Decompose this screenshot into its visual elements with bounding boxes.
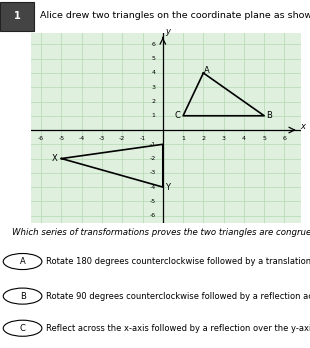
Text: 3: 3 [222, 136, 226, 141]
Text: -5: -5 [58, 136, 64, 141]
Text: 1: 1 [152, 113, 156, 118]
FancyBboxPatch shape [0, 2, 34, 31]
Text: -6: -6 [38, 136, 44, 141]
Text: Which series of transformations proves the two triangles are congruent?: Which series of transformations proves t… [12, 228, 310, 237]
Text: 2: 2 [202, 136, 205, 141]
Text: 4: 4 [242, 136, 246, 141]
Text: B: B [266, 111, 272, 120]
Text: A: A [204, 66, 209, 74]
Text: -1: -1 [140, 136, 146, 141]
Text: 1: 1 [181, 136, 185, 141]
Text: -4: -4 [149, 184, 156, 190]
Text: -4: -4 [78, 136, 85, 141]
Text: Y: Y [165, 183, 171, 191]
Text: -5: -5 [150, 199, 156, 204]
Text: 5: 5 [262, 136, 266, 141]
Text: -1: -1 [150, 142, 156, 147]
Text: 1: 1 [14, 11, 20, 21]
Text: -2: -2 [149, 156, 156, 161]
Text: Rotate 180 degrees counterclockwise followed by a translation 2 units down.: Rotate 180 degrees counterclockwise foll… [46, 257, 310, 266]
Text: C: C [20, 324, 25, 333]
Text: x: x [300, 122, 305, 131]
Text: 3: 3 [152, 85, 156, 90]
Text: -6: -6 [150, 213, 156, 218]
Text: -2: -2 [119, 136, 125, 141]
Text: A: A [20, 257, 25, 266]
Text: Alice drew two triangles on the coordinate plane as shown,: Alice drew two triangles on the coordina… [40, 11, 310, 21]
Text: 4: 4 [152, 71, 156, 76]
Text: Reflect across the x-axis followed by a reflection over the y-axis.: Reflect across the x-axis followed by a … [46, 324, 310, 333]
Text: y: y [165, 27, 170, 36]
Text: 5: 5 [152, 56, 156, 61]
Text: Rotate 90 degrees counterclockwise followed by a reflection across the x-axis.: Rotate 90 degrees counterclockwise follo… [46, 292, 310, 301]
Text: B: B [20, 292, 25, 301]
Text: -3: -3 [99, 136, 105, 141]
Text: X: X [51, 154, 57, 163]
Text: -3: -3 [149, 170, 156, 175]
Text: 6: 6 [282, 136, 286, 141]
Text: 6: 6 [152, 42, 156, 47]
Text: C: C [174, 111, 180, 120]
Text: 2: 2 [152, 99, 156, 104]
